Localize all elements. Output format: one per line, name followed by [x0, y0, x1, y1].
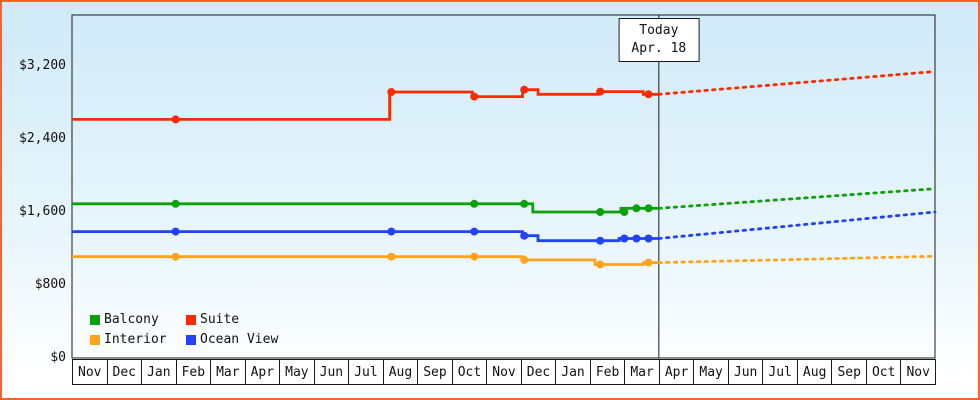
month-label-oct-23: Oct [865, 359, 902, 385]
legend-label: Interior [104, 332, 167, 347]
price-point-interior [387, 252, 396, 261]
month-label-dec-13: Dec [520, 359, 557, 385]
series-projection-balcony [657, 187, 937, 210]
price-point-balcony [644, 204, 653, 213]
price-point-suite [171, 115, 180, 124]
month-label-nov-12: Nov [486, 359, 522, 385]
price-point-balcony [171, 199, 180, 208]
month-label-jan-2: Jan [141, 359, 177, 385]
price-point-ocean-view [387, 227, 396, 236]
series-line-ocean-view [72, 230, 659, 243]
series-projection-ocean-view [657, 210, 937, 240]
month-label-nov-24: Nov [900, 359, 936, 385]
price-point-suite [520, 85, 529, 94]
price-point-suite [387, 88, 396, 96]
legend-item-suite: Suite [186, 312, 278, 327]
month-label-feb-3: Feb [175, 359, 212, 385]
today-label-date: Apr. 18 [631, 41, 687, 56]
month-label-mar-4: Mar [210, 359, 246, 385]
legend-label: Ocean View [200, 332, 279, 347]
month-label-mar-16: Mar [624, 359, 660, 385]
month-label-feb-15: Feb [589, 359, 626, 385]
month-label-apr-17: Apr [658, 359, 695, 385]
legend-swatch-interior [90, 334, 100, 345]
month-label-sep-10: Sep [417, 359, 453, 385]
price-point-suite [470, 92, 479, 101]
price-point-interior [644, 258, 653, 267]
month-label-aug-9: Aug [382, 359, 419, 385]
price-point-interior [596, 260, 605, 269]
price-point-balcony [596, 208, 605, 216]
price-point-ocean-view [520, 231, 529, 240]
x-axis-months: Nov Dec Jan Feb Mar Apr May Jun Jul Aug Sep Oct Nov D… [72, 359, 938, 385]
price-point-ocean-view [470, 227, 479, 236]
month-label-jul-8: Jul [348, 359, 384, 385]
series-projection-interior [657, 254, 937, 265]
series-line-interior [72, 255, 659, 266]
month-label-jan-14: Jan [555, 359, 591, 385]
series-line-balcony [72, 202, 659, 214]
legend: Balcony Suite Interior Ocean View [90, 312, 278, 347]
legend-item-ocean-view: Ocean View [186, 332, 278, 347]
month-label-jul-20: Jul [762, 359, 798, 385]
price-point-interior [470, 252, 479, 261]
month-label-apr-5: Apr [244, 359, 281, 385]
month-label-aug-21: Aug [796, 359, 833, 385]
legend-item-interior: Interior [90, 332, 186, 347]
month-label-nov-0: Nov [72, 359, 108, 385]
legend-label: Suite [200, 312, 240, 327]
price-point-interior [520, 255, 529, 264]
price-point-suite [644, 90, 653, 99]
month-label-may-6: May [279, 359, 315, 385]
month-label-may-18: May [693, 359, 729, 385]
series-projection-suite [657, 70, 937, 96]
price-point-balcony [620, 208, 629, 216]
month-label-dec-1: Dec [106, 359, 143, 385]
legend-swatch-suite [186, 314, 196, 325]
series-line-suite [72, 88, 659, 121]
legend-swatch-ocean-view [186, 334, 196, 345]
legend-item-balcony: Balcony [90, 312, 186, 327]
plot-border [71, 14, 936, 359]
price-point-interior [171, 252, 180, 261]
month-label-jun-19: Jun [727, 359, 764, 385]
price-point-suite [596, 87, 605, 96]
price-point-balcony [520, 199, 529, 208]
price-point-ocean-view [596, 236, 605, 245]
price-point-balcony [470, 199, 479, 208]
month-label-sep-22: Sep [831, 359, 867, 385]
month-label-jun-7: Jun [313, 359, 350, 385]
price-point-ocean-view [632, 234, 641, 243]
price-point-ocean-view [620, 234, 629, 243]
price-point-ocean-view [171, 227, 180, 236]
today-marker-label: Today Apr. 18 [618, 18, 700, 62]
legend-label: Balcony [104, 312, 159, 327]
price-point-ocean-view [644, 234, 653, 243]
month-label-oct-11: Oct [451, 359, 488, 385]
legend-swatch-balcony [90, 314, 100, 325]
price-point-balcony [632, 204, 641, 213]
today-label-title: Today [639, 23, 679, 38]
